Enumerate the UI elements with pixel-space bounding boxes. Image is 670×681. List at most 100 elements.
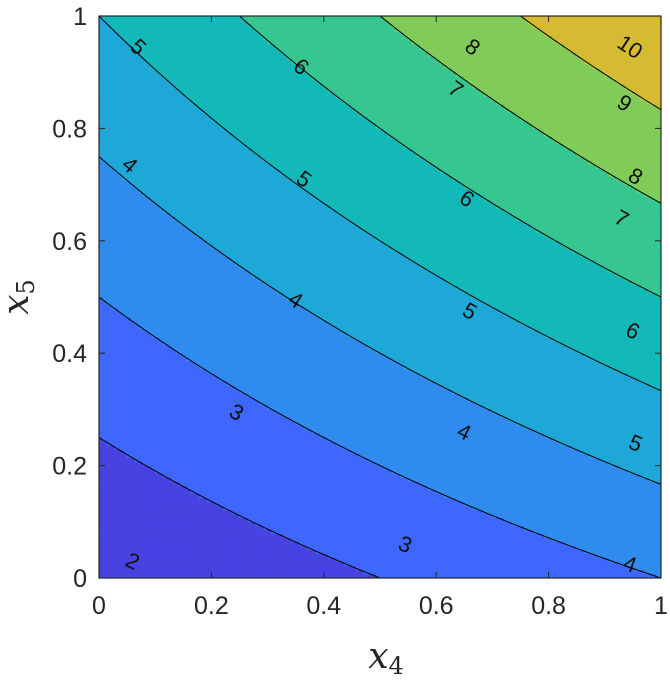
contour-fill-cell xyxy=(191,505,196,511)
contour-fill-cell xyxy=(110,47,116,53)
contour-fill-cell xyxy=(110,55,116,61)
contour-fill-cell xyxy=(215,413,220,418)
contour-fill-cell xyxy=(162,376,168,382)
contour-fill-cell xyxy=(146,27,152,33)
contour-fill-cell xyxy=(178,328,184,334)
contour-fill-cell xyxy=(203,144,208,149)
contour-fill-cell xyxy=(178,144,184,149)
contour-fill-cell xyxy=(211,381,216,386)
contour-fill-cell xyxy=(110,224,116,230)
contour-fill-cell xyxy=(195,344,200,350)
contour-fill-cell xyxy=(203,409,208,414)
contour-fill-cell xyxy=(191,385,196,390)
contour-fill-cell xyxy=(203,437,208,442)
contour-fill-cell xyxy=(150,372,156,378)
contour-fill-cell xyxy=(110,441,116,446)
contour-fill-cell xyxy=(231,376,236,382)
contour-fill-cell xyxy=(215,328,220,334)
contour-fill-cell xyxy=(142,429,148,434)
contour-fill-cell xyxy=(219,457,224,462)
contour-fill-cell xyxy=(195,144,200,149)
contour-fill-cell xyxy=(126,116,132,121)
contour-fill-cell xyxy=(219,100,224,105)
contour-fill-cell xyxy=(110,308,116,314)
contour-fill-cell xyxy=(158,128,164,133)
contour-fill-cell xyxy=(138,429,144,434)
contour-fill-cell xyxy=(150,252,156,258)
contour-fill-cell xyxy=(215,385,220,390)
contour-fill-cell xyxy=(150,573,156,578)
contour-fill-cell xyxy=(146,168,152,173)
contour-fill-cell xyxy=(223,108,228,113)
contour-fill-cell xyxy=(102,200,108,205)
contour-fill-cell xyxy=(122,453,128,458)
contour-fill-cell xyxy=(235,208,240,213)
contour-fill-cell xyxy=(102,224,108,230)
contour-fill-cell xyxy=(162,272,168,278)
contour-fill-cell xyxy=(110,95,116,101)
contour-fill-cell xyxy=(207,429,212,434)
contour-fill-cell xyxy=(110,39,116,45)
contour-fill-cell xyxy=(150,300,156,306)
contour-fill-cell xyxy=(187,19,192,25)
contour-fill-cell xyxy=(203,108,208,113)
contour-fill-cell xyxy=(106,220,112,226)
contour-fill-cell xyxy=(142,79,148,85)
contour-fill-cell xyxy=(166,529,172,535)
contour-fill-cell xyxy=(130,340,136,346)
contour-fill-cell xyxy=(227,328,232,334)
contour-fill-cell xyxy=(162,120,168,125)
contour-fill-cell xyxy=(183,445,188,450)
contour-fill-cell xyxy=(203,55,208,61)
contour-fill-cell xyxy=(142,23,148,29)
contour-fill-cell xyxy=(102,481,108,486)
contour-fill-cell xyxy=(166,320,172,326)
contour-fill-cell xyxy=(138,541,144,547)
contour-fill-cell xyxy=(150,280,156,286)
contour-fill-cell xyxy=(138,91,144,97)
contour-fill-cell xyxy=(199,95,204,101)
contour-fill-cell xyxy=(183,533,188,539)
contour-fill-cell xyxy=(215,87,220,93)
contour-fill-cell xyxy=(187,47,192,53)
contour-fill-cell xyxy=(235,352,240,358)
contour-fill-cell xyxy=(203,276,208,282)
contour-fill-cell xyxy=(195,232,200,238)
contour-fill-cell xyxy=(227,79,232,85)
contour-fill-cell xyxy=(158,220,164,226)
contour-fill-cell xyxy=(219,172,224,177)
contour-fill-cell xyxy=(162,497,168,503)
contour-fill-cell xyxy=(126,164,132,169)
contour-fill-cell xyxy=(231,124,236,129)
contour-fill-cell xyxy=(166,128,172,133)
contour-fill-cell xyxy=(154,437,160,442)
contour-fill-cell xyxy=(178,160,184,165)
contour-fill-cell xyxy=(99,224,104,230)
contour-fill-cell xyxy=(114,87,120,93)
contour-fill-cell xyxy=(134,16,140,21)
contour-fill-cell xyxy=(215,489,220,494)
contour-fill-cell xyxy=(122,545,128,551)
contour-fill-cell xyxy=(178,409,184,414)
contour-fill-cell xyxy=(110,449,116,454)
contour-fill-cell xyxy=(191,561,196,567)
contour-fill-cell xyxy=(106,55,112,61)
contour-fill-cell xyxy=(219,128,224,133)
contour-fill-cell xyxy=(178,232,184,238)
contour-fill-cell xyxy=(114,557,120,563)
contour-fill-cell xyxy=(219,364,224,370)
contour-fill-cell xyxy=(219,288,224,294)
contour-fill-cell xyxy=(199,43,204,49)
contour-fill-cell xyxy=(142,437,148,442)
contour-fill-cell xyxy=(130,168,136,173)
contour-fill-cell xyxy=(106,79,112,85)
contour-fill-cell xyxy=(170,457,176,462)
contour-fill-cell xyxy=(219,461,224,466)
contour-fill-cell xyxy=(227,91,232,97)
contour-fill-cell xyxy=(99,497,104,503)
contour-fill-cell xyxy=(138,104,144,109)
contour-fill-cell xyxy=(99,549,104,555)
contour-fill-cell xyxy=(150,545,156,551)
contour-fill-cell xyxy=(174,385,180,390)
contour-fill-cell xyxy=(211,100,216,105)
